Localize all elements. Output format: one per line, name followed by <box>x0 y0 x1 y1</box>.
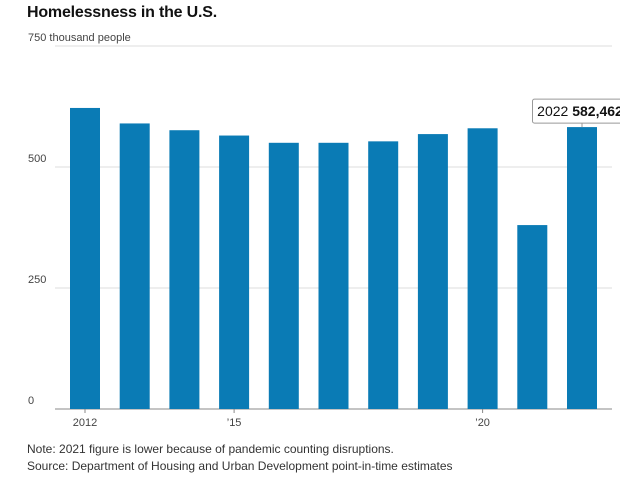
bar-2019 <box>417 134 448 409</box>
x-tick-label: ’20 <box>475 417 490 429</box>
callout-year: 2022 <box>537 103 572 119</box>
bar-2016 <box>268 142 299 410</box>
bars <box>70 107 597 410</box>
callout: 2022 582,462 <box>532 98 620 128</box>
y-tick-label: 0 <box>28 395 34 407</box>
bar-2018 <box>368 141 399 409</box>
callout-label: 2022 582,462 <box>537 103 620 119</box>
bar-chart: 0 250 500 750 thousand people 2012 ’15 ’20 20… <box>28 32 620 429</box>
y-tick-label: 500 <box>28 153 46 165</box>
y-tick-label: 750 thousand people <box>28 32 131 44</box>
x-tick-label: 2012 <box>73 417 97 429</box>
x-axis-ticks: 2012 ’15 ’20 <box>73 409 490 429</box>
bar-2020 <box>467 128 498 409</box>
bar-2012 <box>70 107 100 410</box>
bar-2022 <box>567 127 597 410</box>
bar-2021 <box>517 225 548 409</box>
y-tick-label: 250 <box>28 274 46 286</box>
bar-2014 <box>169 130 200 409</box>
callout-value: 582,462 <box>572 103 620 119</box>
chart-note: Note: 2021 figure is lower because of pa… <box>27 442 394 456</box>
chart-title: Homelessness in the U.S. <box>27 4 217 21</box>
bar-2015 <box>219 135 250 410</box>
y-axis-ticks: 0 250 500 750 thousand people <box>28 32 131 407</box>
bar-2017 <box>318 142 349 410</box>
bar-2013 <box>119 123 150 409</box>
chart-source: Source: Department of Housing and Urban … <box>27 459 453 473</box>
x-tick-label: ’15 <box>227 417 242 429</box>
callout-box <box>532 98 620 124</box>
